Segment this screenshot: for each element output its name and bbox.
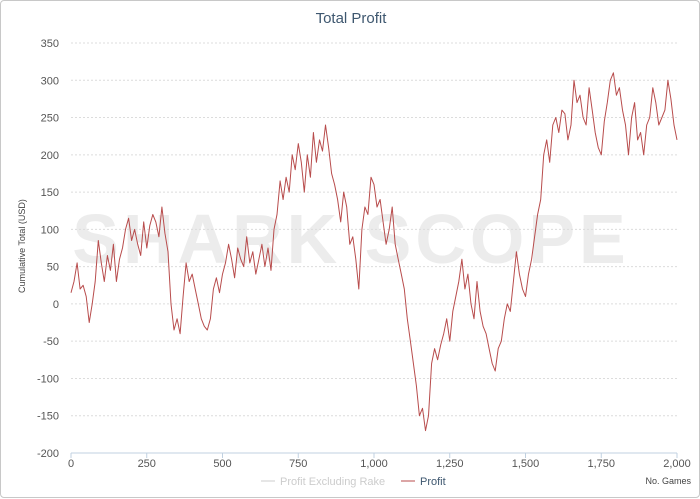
y-tick-label: 150 (41, 187, 59, 199)
y-tick-label: 350 (41, 38, 59, 50)
x-tick-label: 1,000 (360, 458, 388, 470)
x-tick-label: 1,750 (587, 458, 615, 470)
legend[interactable]: Profit Excluding Rake Profit (261, 476, 446, 488)
legend-label-profit-excluding-rake: Profit Excluding Rake (280, 476, 385, 488)
legend-item-profit-excluding-rake[interactable]: Profit Excluding Rake (261, 476, 385, 488)
y-tick-label: 0 (53, 299, 59, 311)
y-axis-label: Cumulative Total (USD) (17, 199, 27, 293)
y-tick-label: -200 (37, 448, 59, 460)
x-axis-ticks: 0 250 500 750 1,000 1,250 1,500 1,750 2,000 (68, 453, 691, 470)
x-tick-label: 2,000 (663, 458, 691, 470)
x-tick-label: 750 (289, 458, 307, 470)
y-tick-label: -50 (43, 336, 59, 348)
x-tick-label: 1,500 (512, 458, 540, 470)
legend-item-profit[interactable]: Profit (401, 476, 446, 488)
y-tick-label: 200 (41, 150, 59, 162)
y-tick-label: -100 (37, 373, 59, 385)
y-axis-ticks: -200 -150 -100 -50 0 50 100 150 200 250 300 350 (37, 38, 59, 460)
x-tick-label: 500 (213, 458, 231, 470)
y-tick-label: 300 (41, 75, 59, 87)
x-tick-label: 1,250 (436, 458, 464, 470)
gridlines (71, 42, 677, 417)
legend-label-profit: Profit (420, 476, 446, 488)
y-tick-label: -150 (37, 411, 59, 423)
y-tick-label: 50 (47, 262, 59, 274)
series-line-profit[interactable] (70, 72, 678, 432)
y-tick-label: 100 (41, 224, 59, 236)
series-layer (70, 72, 678, 432)
y-tick-label: 250 (41, 113, 59, 125)
chart-title: Total Profit (316, 10, 388, 27)
x-tick-label: 0 (68, 458, 74, 470)
x-axis-label: No. Games (645, 476, 691, 486)
x-tick-label: 250 (138, 458, 156, 470)
